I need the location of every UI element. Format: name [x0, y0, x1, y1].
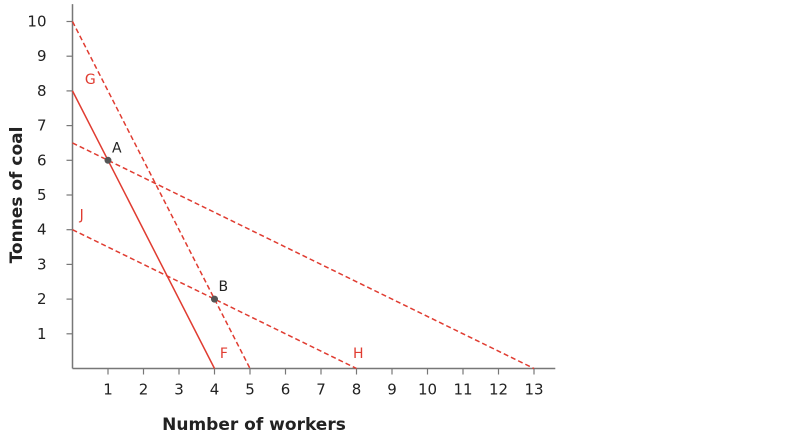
line-label-G: G [85, 72, 96, 88]
y-tick-label: 6 [37, 151, 47, 169]
x-axis-label: Number of workers [162, 415, 346, 434]
y-tick-label: 4 [37, 221, 47, 239]
x-tick-label: 9 [387, 381, 397, 399]
y-tick-label: 10 [27, 13, 46, 31]
x-tick-label: 5 [245, 381, 255, 399]
y-tick-label: 1 [37, 325, 47, 343]
x-tick-label: 6 [281, 381, 291, 399]
series-line-2 [72, 142, 535, 370]
x-tick-label: 8 [352, 381, 362, 399]
point-label-A: A [112, 140, 122, 156]
y-tick-label: 8 [37, 82, 47, 100]
line-label-F: F [220, 346, 228, 362]
y-axis-label: Tonnes of coal [7, 127, 27, 264]
line-label-J: J [79, 207, 84, 223]
x-tick-label: 7 [316, 381, 326, 399]
y-tick-label: 9 [37, 47, 47, 65]
x-tick-label: 12 [489, 381, 508, 399]
x-tick-label: 3 [174, 381, 184, 399]
y-tick-label: 2 [37, 290, 47, 308]
series-line-0 [71, 90, 216, 369]
y-tick-label: 5 [37, 186, 47, 204]
series-line-3 [72, 229, 357, 370]
point-B [211, 295, 218, 303]
x-tick-label: 4 [210, 381, 220, 399]
x-tick-label: 1 [103, 381, 113, 399]
y-tick-label: 3 [37, 255, 47, 273]
marks: G J F H A B [71, 21, 535, 370]
series-line-1 [71, 21, 251, 369]
point-label-B: B [219, 279, 229, 295]
line-label-H: H [353, 346, 364, 362]
x-tick-label: 2 [139, 381, 149, 399]
y-tick-label: 7 [37, 117, 47, 135]
x-tick-label: 13 [524, 381, 543, 399]
x-tick-label: 10 [418, 381, 437, 399]
point-A [104, 156, 112, 164]
x-tick-label: 11 [453, 381, 472, 399]
